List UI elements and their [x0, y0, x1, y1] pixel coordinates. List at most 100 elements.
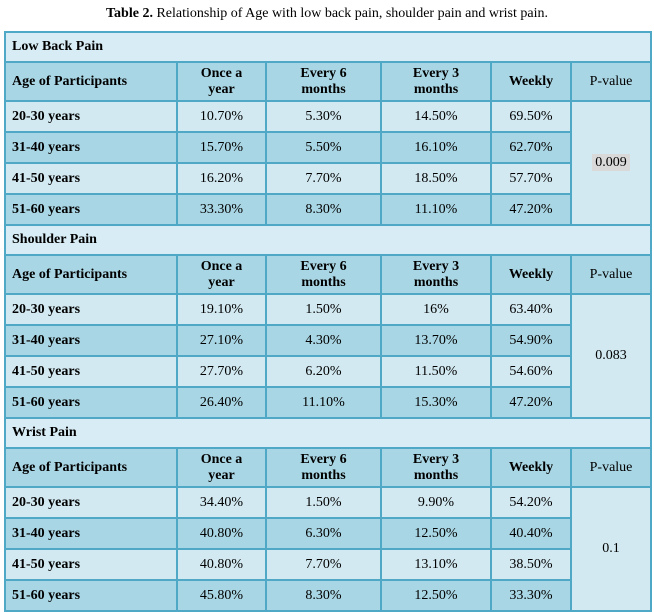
data-cell: 19.10% — [176, 293, 267, 326]
table-row: 20-30 years 19.10% 1.50% 16% 63.40% 0.08… — [4, 293, 653, 419]
column-header-p-value: P-value — [569, 447, 653, 488]
data-cell: 16% — [380, 293, 492, 326]
data-cell: 40.80% — [176, 548, 267, 581]
data-cell: 7.70% — [265, 162, 382, 195]
data-cell: 7.70% — [265, 548, 382, 581]
data-cell: 18.50% — [380, 162, 492, 195]
table-row: 41-50 years 40.80% 7.70% 13.10% 38.50% — [4, 548, 651, 581]
table-caption-text: Relationship of Age with low back pain, … — [152, 6, 548, 21]
data-cell: 47.20% — [490, 386, 572, 419]
column-header-once-a-year: Once a year — [176, 447, 267, 488]
age-cell: 20-30 years — [4, 100, 178, 133]
data-cell: 33.30% — [176, 193, 267, 226]
data-cell: 14.50% — [380, 100, 492, 133]
column-header-once-a-year: Once a year — [176, 254, 267, 295]
table-row: Age of Participants Once a year Every 6 … — [4, 254, 653, 295]
data-cell: 16.10% — [380, 131, 492, 164]
data-cell: 69.50% — [490, 100, 572, 133]
column-header-age: Age of Participants — [4, 61, 178, 102]
column-header-every-3-months: Every 3 months — [380, 447, 492, 488]
data-cell: 6.20% — [265, 355, 382, 388]
table-row: Shoulder Pain — [3, 224, 653, 256]
table-row: 51-60 years 45.80% 8.30% 12.50% 33.30% — [4, 579, 651, 612]
age-cell: 41-50 years — [4, 162, 178, 195]
data-cell: 47.20% — [490, 193, 572, 226]
data-cell: 5.30% — [265, 100, 382, 133]
data-cell: 54.20% — [490, 486, 572, 519]
p-value: 0.083 — [595, 348, 627, 363]
age-cell: 31-40 years — [4, 131, 178, 164]
table-caption-label: Table 2. — [106, 6, 153, 21]
table-caption: Table 2. Relationship of Age with low ba… — [0, 0, 654, 31]
table-row: 51-60 years 33.30% 8.30% 11.10% 47.20% — [4, 193, 651, 226]
data-cell: 33.30% — [490, 579, 572, 612]
p-value: 0.1 — [602, 541, 620, 556]
column-header-p-value: P-value — [569, 254, 653, 295]
data-cell: 9.90% — [380, 486, 492, 519]
table-row: 41-50 years 16.20% 7.70% 18.50% 57.70% — [4, 162, 651, 195]
p-value: 0.009 — [592, 154, 630, 171]
data-cell: 13.70% — [380, 324, 492, 357]
data-cell: 27.70% — [176, 355, 267, 388]
age-cell: 51-60 years — [4, 193, 178, 226]
data-cell: 12.50% — [380, 517, 492, 550]
column-header-every-6-months: Every 6 months — [265, 61, 382, 102]
data-cell: 15.30% — [380, 386, 492, 419]
table-row: Wrist Pain — [3, 417, 653, 449]
table-row: 20-30 years 10.70% 5.30% 14.50% 69.50% 0… — [4, 100, 653, 226]
data-cell: 5.50% — [265, 131, 382, 164]
data-cell: 62.70% — [490, 131, 572, 164]
table-row: 51-60 years 26.40% 11.10% 15.30% 47.20% — [4, 386, 651, 419]
p-value-cell: 0.1 — [569, 486, 653, 612]
age-cell: 31-40 years — [4, 517, 178, 550]
section-header-wrist-pain: Wrist Pain — [3, 417, 653, 449]
data-cell: 11.50% — [380, 355, 492, 388]
column-header-every-6-months: Every 6 months — [265, 447, 382, 488]
results-table: Low Back Pain Age of Participants Once a… — [3, 31, 653, 612]
p-value-cell: 0.009 — [569, 100, 653, 226]
data-cell: 8.30% — [265, 579, 382, 612]
age-cell: 41-50 years — [4, 355, 178, 388]
data-cell: 54.90% — [490, 324, 572, 357]
data-cell: 12.50% — [380, 579, 492, 612]
data-cell: 34.40% — [176, 486, 267, 519]
column-header-every-3-months: Every 3 months — [380, 61, 492, 102]
column-header-once-a-year: Once a year — [176, 61, 267, 102]
data-cell: 10.70% — [176, 100, 267, 133]
table-row: 31-40 years 15.70% 5.50% 16.10% 62.70% — [4, 131, 651, 164]
table-row: Age of Participants Once a year Every 6 … — [4, 61, 653, 102]
data-cell: 6.30% — [265, 517, 382, 550]
age-cell: 20-30 years — [4, 293, 178, 326]
p-value-cell: 0.083 — [569, 293, 653, 419]
data-cell: 1.50% — [265, 486, 382, 519]
data-cell: 40.80% — [176, 517, 267, 550]
data-cell: 13.10% — [380, 548, 492, 581]
section-header-low-back-pain: Low Back Pain — [3, 31, 653, 63]
data-cell: 57.70% — [490, 162, 572, 195]
column-header-weekly: Weekly — [490, 61, 572, 102]
data-cell: 63.40% — [490, 293, 572, 326]
column-header-weekly: Weekly — [490, 254, 572, 295]
column-header-every-6-months: Every 6 months — [265, 254, 382, 295]
data-cell: 11.10% — [380, 193, 492, 226]
data-cell: 40.40% — [490, 517, 572, 550]
data-cell: 54.60% — [490, 355, 572, 388]
column-header-every-3-months: Every 3 months — [380, 254, 492, 295]
column-header-age: Age of Participants — [4, 447, 178, 488]
data-cell: 45.80% — [176, 579, 267, 612]
age-cell: 51-60 years — [4, 386, 178, 419]
column-header-age: Age of Participants — [4, 254, 178, 295]
data-cell: 1.50% — [265, 293, 382, 326]
table-row: Low Back Pain — [3, 31, 653, 63]
data-cell: 38.50% — [490, 548, 572, 581]
table-row: 31-40 years 40.80% 6.30% 12.50% 40.40% — [4, 517, 651, 550]
age-cell: 20-30 years — [4, 486, 178, 519]
table-row: 41-50 years 27.70% 6.20% 11.50% 54.60% — [4, 355, 651, 388]
table-row: 31-40 years 27.10% 4.30% 13.70% 54.90% — [4, 324, 651, 357]
age-cell: 51-60 years — [4, 579, 178, 612]
data-cell: 15.70% — [176, 131, 267, 164]
section-header-shoulder-pain: Shoulder Pain — [3, 224, 653, 256]
table-row: 20-30 years 34.40% 1.50% 9.90% 54.20% 0.… — [4, 486, 653, 612]
data-cell: 8.30% — [265, 193, 382, 226]
data-cell: 26.40% — [176, 386, 267, 419]
